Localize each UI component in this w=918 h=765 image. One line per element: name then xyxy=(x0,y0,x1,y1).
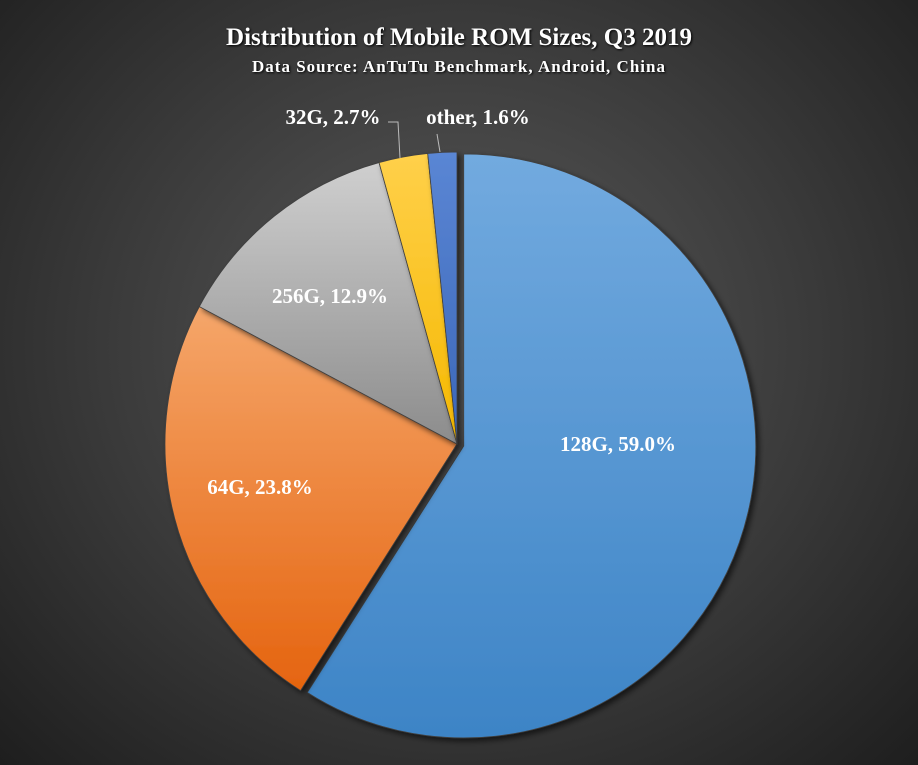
data-label-256g: 256G, 12.9% xyxy=(272,284,388,308)
chart-subtitle: Data Source: AnTuTu Benchmark, Android, … xyxy=(252,57,666,76)
leader-line xyxy=(436,133,441,153)
pie-slice-other xyxy=(427,151,458,445)
data-label-64g: 64G, 23.8% xyxy=(207,475,313,499)
chart-title: Distribution of Mobile ROM Sizes, Q3 201… xyxy=(226,24,692,51)
data-label-other: other, 1.6% xyxy=(426,105,530,129)
leader-line xyxy=(388,121,401,159)
data-label-32g: 32G, 2.7% xyxy=(285,105,380,129)
pie-slice-64g xyxy=(164,306,458,692)
pie-slice-256g xyxy=(198,162,458,445)
data-label-128g: 128G, 59.0% xyxy=(560,432,676,456)
pie-slice-128g xyxy=(306,153,757,739)
